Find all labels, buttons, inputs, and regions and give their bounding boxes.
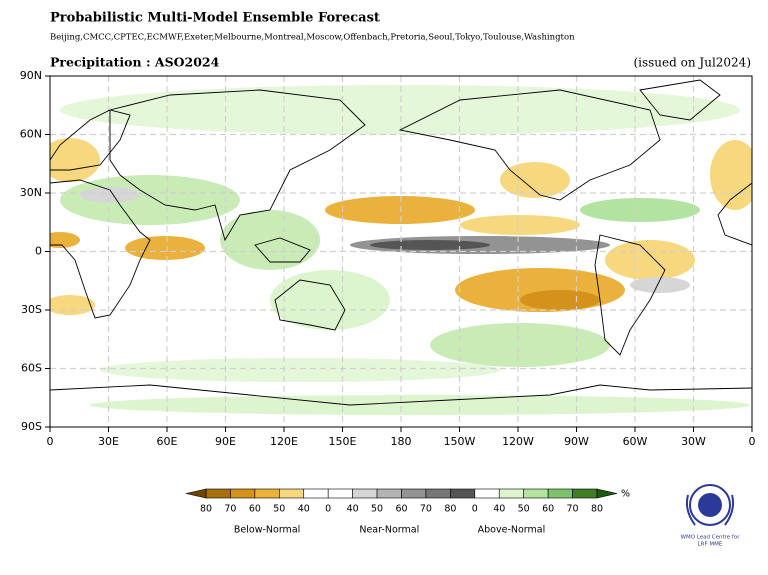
lat-label: 0: [35, 245, 42, 258]
colorbar-label: 80: [200, 504, 212, 515]
colorbar-label: 50: [371, 504, 383, 515]
colorbar-box: [450, 488, 476, 499]
lon-label: 30W: [681, 435, 706, 448]
colorbar-group: Below-Normal: [234, 525, 300, 536]
colorbar-label: 40: [298, 504, 310, 515]
lon-label: 120W: [502, 435, 534, 448]
lon-label: 150W: [444, 435, 476, 448]
colorbar-box: [376, 488, 402, 499]
colorbar-box: [523, 488, 549, 499]
title: Probabilistic Multi-Model Ensemble Forec…: [50, 11, 380, 26]
colorbar-label: 70: [567, 504, 579, 515]
wmo-logo: WMO Lead Centre for LRF MME: [681, 484, 741, 548]
lon-label: 60E: [157, 435, 178, 448]
lat-label: 60S: [21, 362, 42, 375]
lon-label: 90E: [215, 435, 236, 448]
colorbar-label: 80: [444, 504, 456, 515]
colorbar-unit: %: [621, 489, 630, 500]
colorbar-label: 40: [493, 504, 505, 515]
colorbar-label: 80: [591, 504, 603, 515]
colorbar-label: 70: [420, 504, 432, 515]
colorbar-box: [498, 488, 524, 499]
colorbar-box: [205, 488, 231, 499]
models: Beijing,CMCC,CPTEC,ECMWF,Exeter,Melbourn…: [50, 33, 575, 43]
colorbar-label: 70: [224, 504, 236, 515]
logo-text: LRF MME: [698, 542, 723, 548]
lat-label: 30S: [21, 303, 42, 316]
colorbar-box: [474, 488, 500, 499]
colorbar-box: [279, 488, 305, 499]
lon-label: 120E: [270, 435, 298, 448]
colorbar-box: [401, 488, 427, 499]
lat-label: 90S: [21, 420, 42, 433]
lon-label: 30E: [98, 435, 119, 448]
colorbar-arrow: [185, 488, 207, 499]
lon-label: 180: [391, 435, 412, 448]
lon-label: 0: [47, 435, 54, 448]
colorbar-label: 60: [542, 504, 554, 515]
colorbar-box: [254, 488, 280, 499]
lon-label: 0: [749, 435, 756, 448]
colorbar-box: [327, 488, 353, 499]
lat-label: 60N: [20, 128, 42, 141]
logo-text: WMO Lead Centre for: [681, 535, 741, 541]
lon-label: 90W: [564, 435, 589, 448]
colorbar-label: 40: [347, 504, 359, 515]
colorbar-label: 50: [518, 504, 530, 515]
map: 90N 60N 30N 0 30S 60S 90S 0 30E 60E 90E 120E 150E 180…: [20, 69, 756, 448]
lat-label: 30N: [20, 186, 42, 199]
colorbar-box: [352, 488, 378, 499]
colorbar-box: [425, 488, 451, 499]
colorbar-label: 50: [273, 504, 285, 515]
colorbar-group: Near-Normal: [359, 525, 419, 536]
coastlines: [50, 79, 752, 406]
lon-label: 60W: [623, 435, 648, 448]
colorbar-label: 0: [472, 504, 478, 515]
colorbar-label: 60: [249, 504, 261, 515]
issued: (issued on Jul2024): [633, 56, 751, 70]
subtitle: Precipitation : ASO2024: [50, 55, 220, 70]
colorbar-box: [572, 488, 598, 499]
lat-label: 90N: [20, 69, 42, 82]
colorbar-box: [547, 488, 573, 499]
colorbar-label: 60: [395, 504, 407, 515]
colorbar-arrow: [596, 488, 618, 499]
grid: [50, 76, 752, 427]
colorbar-box: [230, 488, 256, 499]
lon-label: 150E: [329, 435, 357, 448]
colorbar: 80 70 60 50 40 0 40 50 60 70 80 0 40 50 60 70 80% Below-N…: [185, 488, 630, 536]
colorbar-group: Above-Normal: [478, 525, 546, 536]
colorbar-label: 0: [325, 504, 331, 515]
colorbar-box: [303, 488, 329, 499]
